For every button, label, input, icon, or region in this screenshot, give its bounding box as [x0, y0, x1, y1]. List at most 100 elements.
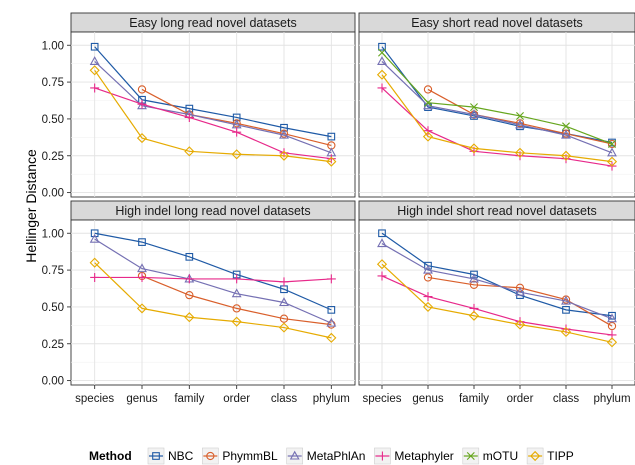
- marker-metaphlan: [137, 263, 147, 273]
- series-line-tipp: [381, 263, 613, 343]
- series-line-tipp: [381, 74, 613, 163]
- series-metaphlan: [377, 238, 617, 323]
- legend-label: Metaphyler: [394, 449, 453, 463]
- x-tick-label: family: [174, 393, 204, 405]
- marker-tipp: [422, 131, 434, 142]
- panel-frame: [358, 219, 635, 386]
- marker-tipp: [514, 319, 526, 330]
- marker-tipp: [468, 143, 480, 154]
- marker-phymmbl: [137, 85, 147, 94]
- legend-item-tipp: TIPP: [526, 447, 574, 465]
- series-line-nbc: [94, 46, 332, 138]
- marker-nbc: [185, 104, 194, 113]
- marker-tipp: [89, 257, 100, 268]
- marker-nbc: [185, 252, 194, 261]
- marker-tipp: [468, 310, 480, 321]
- y-tick-label: 0.00: [42, 376, 64, 388]
- legend-label: NBC: [168, 449, 194, 463]
- marker-motu: [516, 111, 524, 120]
- series-line-metaphlan: [381, 243, 613, 320]
- marker-phymmbl: [607, 321, 617, 331]
- legend-label: mOTU: [483, 449, 518, 463]
- marker-nbc: [378, 42, 386, 51]
- panel-1: Easy long read novel datasets: [70, 12, 356, 198]
- series-nbc: [90, 42, 336, 141]
- panel-grid: [71, 32, 355, 197]
- series-line-metaphyler: [381, 87, 613, 167]
- marker-metaphlan: [231, 288, 242, 298]
- marker-metaphlan: [326, 317, 337, 327]
- marker-motu: [466, 452, 475, 460]
- marker-metaphlan: [515, 286, 525, 296]
- series-line-metaphyler: [94, 276, 332, 283]
- legend-label: MetaPhlAn: [307, 449, 366, 463]
- series-line-phymmbl: [141, 88, 332, 147]
- y-tick-label: 0.00: [42, 188, 64, 200]
- marker-metaphyler: [423, 292, 433, 302]
- series-line-tipp: [94, 262, 332, 339]
- marker-metaphlan: [469, 109, 479, 119]
- marker-nbc: [608, 311, 616, 320]
- marker-metaphyler: [377, 271, 387, 281]
- series-line-nbc: [381, 232, 613, 317]
- panel-title: High indel long read novel datasets: [115, 204, 310, 218]
- marker-motu: [424, 98, 432, 107]
- marker-tipp: [514, 147, 526, 158]
- series-line-metaphyler: [381, 275, 613, 336]
- panel-frame: [70, 31, 356, 198]
- legend-item-phymmbl: PhymmBL: [202, 447, 278, 465]
- marker-metaphlan: [279, 297, 289, 307]
- marker-metaphlan: [607, 147, 617, 157]
- marker-motu: [470, 103, 478, 112]
- marker-metaphyler: [184, 274, 194, 284]
- marker-tipp: [560, 150, 572, 161]
- panel-4: High indel short read novel datasets: [358, 200, 635, 386]
- marker-nbc: [378, 229, 386, 238]
- x-tick-label: order: [223, 393, 250, 405]
- series-metaphyler: [377, 83, 617, 171]
- marker-phymmbl: [185, 290, 194, 300]
- series-line-tipp: [94, 69, 332, 163]
- marker-nbc: [90, 229, 99, 238]
- marker-phymmbl: [423, 273, 433, 282]
- legend-item-metaphlan: MetaPhlAn: [286, 447, 366, 465]
- x-tick-label: class: [271, 393, 297, 405]
- legend-label: PhymmBL: [222, 449, 278, 463]
- panel-grid: [359, 220, 635, 385]
- marker-motu: [608, 139, 616, 148]
- marker-nbc: [327, 132, 336, 141]
- marker-metaphlan: [89, 233, 100, 243]
- panel-frame: [70, 219, 356, 386]
- marker-nbc: [562, 306, 570, 314]
- legend-title: Method: [89, 449, 132, 463]
- series-motu: [378, 48, 616, 148]
- marker-nbc: [470, 270, 478, 279]
- x-tick-label: family: [459, 393, 489, 405]
- marker-tipp: [376, 259, 388, 270]
- marker-tipp: [422, 301, 434, 312]
- marker-metaphyler: [137, 99, 147, 109]
- marker-phymmbl: [232, 304, 241, 313]
- marker-tipp: [278, 322, 290, 333]
- marker-tipp: [231, 316, 242, 327]
- panel-2: Easy short read novel datasets: [358, 12, 635, 198]
- y-tick-label: 1.00: [42, 228, 64, 240]
- series-line-metaphlan: [94, 238, 332, 324]
- y-tick-label: 0.75: [42, 265, 64, 277]
- x-tick-label: species: [363, 393, 402, 405]
- marker-metaphlan: [279, 129, 289, 139]
- panel-title: Easy short read novel datasets: [411, 16, 583, 30]
- marker-metaphyler: [232, 274, 242, 284]
- y-tick-label: 0.75: [42, 77, 64, 89]
- series-line-metaphlan: [381, 61, 613, 154]
- marker-nbc: [327, 306, 336, 314]
- series-line-metaphyler: [94, 87, 332, 160]
- series-metaphyler: [90, 272, 336, 287]
- marker-metaphyler: [377, 83, 387, 93]
- marker-phymmbl: [469, 280, 479, 289]
- marker-metaphyler: [377, 451, 387, 461]
- marker-metaphlan: [377, 56, 387, 66]
- marker-metaphlan: [607, 313, 617, 323]
- x-tick-label: genus: [412, 393, 444, 405]
